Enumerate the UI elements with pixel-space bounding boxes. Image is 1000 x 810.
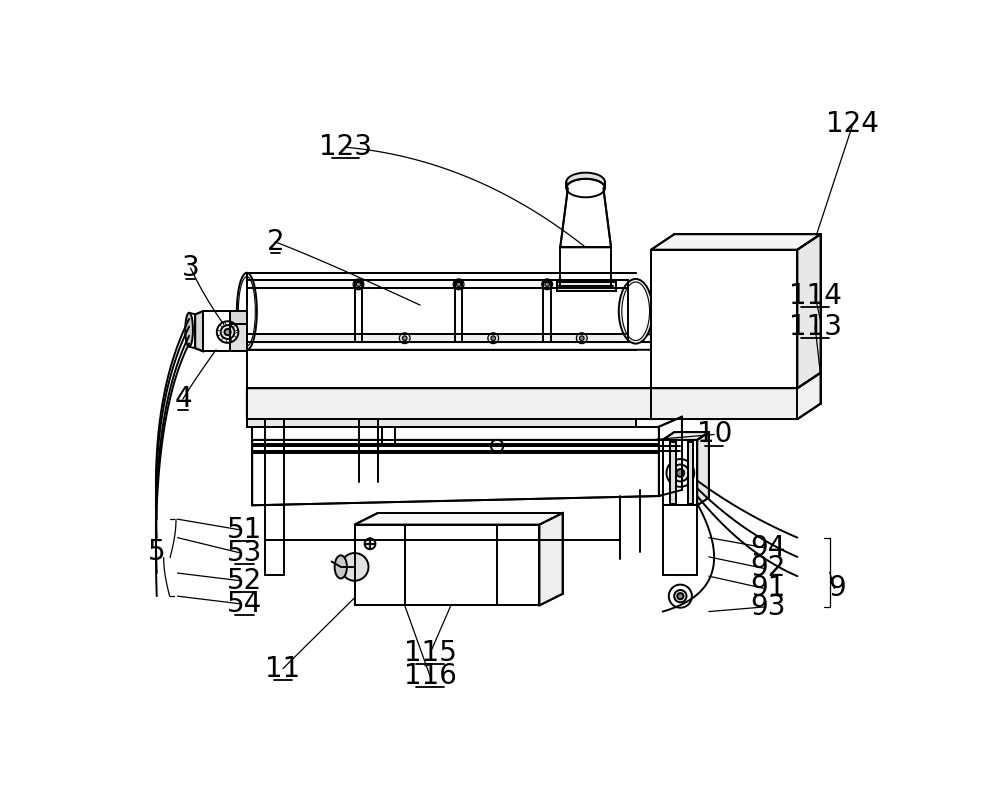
Text: 93: 93 xyxy=(750,593,786,621)
Circle shape xyxy=(353,279,364,290)
Polygon shape xyxy=(247,335,628,342)
Ellipse shape xyxy=(622,282,650,340)
Polygon shape xyxy=(355,525,539,605)
Polygon shape xyxy=(797,234,820,388)
Circle shape xyxy=(491,336,496,340)
Polygon shape xyxy=(651,249,797,388)
Text: 114: 114 xyxy=(789,282,842,310)
Circle shape xyxy=(402,336,407,340)
Text: 5: 5 xyxy=(148,538,166,565)
Text: 124: 124 xyxy=(826,110,879,139)
Text: 94: 94 xyxy=(750,534,786,561)
Text: 9: 9 xyxy=(829,574,846,603)
Circle shape xyxy=(491,440,503,452)
Polygon shape xyxy=(651,234,820,249)
Ellipse shape xyxy=(619,279,653,343)
Text: 116: 116 xyxy=(404,663,457,690)
Circle shape xyxy=(677,593,683,599)
Text: 113: 113 xyxy=(789,313,842,341)
Circle shape xyxy=(542,279,553,290)
Polygon shape xyxy=(651,373,820,419)
Circle shape xyxy=(399,333,410,343)
Circle shape xyxy=(456,282,461,287)
Ellipse shape xyxy=(237,273,257,350)
Text: 10: 10 xyxy=(697,420,732,449)
Text: 123: 123 xyxy=(319,134,372,161)
Polygon shape xyxy=(247,419,636,427)
Text: 2: 2 xyxy=(267,228,284,256)
Polygon shape xyxy=(560,188,611,247)
Polygon shape xyxy=(663,440,697,505)
Polygon shape xyxy=(382,427,395,444)
Circle shape xyxy=(365,539,375,549)
Circle shape xyxy=(545,282,549,287)
Polygon shape xyxy=(355,513,563,525)
Text: 11: 11 xyxy=(265,654,301,683)
Circle shape xyxy=(674,590,687,603)
Ellipse shape xyxy=(238,276,255,346)
Text: 4: 4 xyxy=(174,385,192,413)
Polygon shape xyxy=(659,417,682,496)
Circle shape xyxy=(669,585,692,608)
Text: 54: 54 xyxy=(227,590,262,618)
Polygon shape xyxy=(670,442,676,504)
Circle shape xyxy=(672,464,689,481)
Circle shape xyxy=(217,322,238,343)
Polygon shape xyxy=(252,440,659,505)
Text: 115: 115 xyxy=(404,639,457,667)
Circle shape xyxy=(677,469,684,477)
Ellipse shape xyxy=(185,313,193,347)
Circle shape xyxy=(579,336,584,340)
Text: 91: 91 xyxy=(750,574,786,603)
Polygon shape xyxy=(688,442,693,504)
Polygon shape xyxy=(247,342,666,350)
Circle shape xyxy=(666,459,694,487)
Polygon shape xyxy=(557,282,616,292)
Polygon shape xyxy=(697,433,709,505)
Circle shape xyxy=(221,325,235,339)
Polygon shape xyxy=(230,324,247,352)
Ellipse shape xyxy=(566,179,605,198)
Circle shape xyxy=(356,282,361,287)
Text: 51: 51 xyxy=(227,516,262,544)
Circle shape xyxy=(453,279,464,290)
Text: 92: 92 xyxy=(750,554,786,582)
Polygon shape xyxy=(247,326,666,342)
Ellipse shape xyxy=(341,553,369,581)
Text: 52: 52 xyxy=(227,567,262,595)
Text: 3: 3 xyxy=(182,254,200,282)
Circle shape xyxy=(488,333,499,343)
Polygon shape xyxy=(195,311,203,352)
Polygon shape xyxy=(247,288,628,335)
Ellipse shape xyxy=(566,173,605,191)
Circle shape xyxy=(576,333,587,343)
Polygon shape xyxy=(663,433,709,440)
Circle shape xyxy=(225,329,231,335)
Polygon shape xyxy=(247,373,820,419)
Ellipse shape xyxy=(335,556,347,578)
Polygon shape xyxy=(203,311,230,352)
Polygon shape xyxy=(247,280,628,288)
Polygon shape xyxy=(539,513,563,605)
Polygon shape xyxy=(230,311,247,324)
Text: 53: 53 xyxy=(227,539,262,567)
